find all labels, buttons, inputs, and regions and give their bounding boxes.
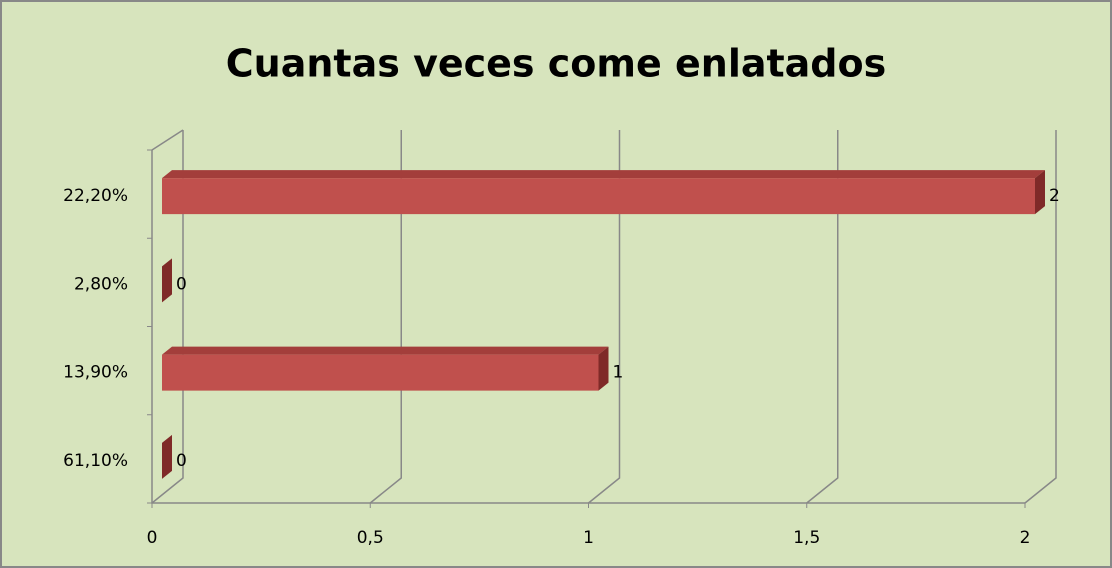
bar-face: [1035, 170, 1045, 215]
bar: [162, 258, 172, 303]
grid-line: [1024, 130, 1057, 504]
bar-face: [162, 434, 172, 479]
x-tick-label: 0,5: [357, 528, 384, 548]
axis-depth: [151, 129, 184, 151]
bar-face: [598, 346, 609, 391]
bar-face: [162, 170, 1045, 179]
bar-face: [162, 178, 1035, 215]
bar: [162, 346, 609, 391]
y-tick-label: 22,20%: [63, 186, 128, 206]
data-label: 0: [176, 451, 187, 471]
bar-face: [162, 354, 599, 391]
data-label: 1: [613, 363, 624, 383]
x-tick-label: 1,5: [793, 528, 820, 548]
bar: [162, 170, 1045, 215]
data-label: 2: [1049, 186, 1060, 206]
y-tick-label: 13,90%: [63, 363, 128, 383]
data-label: 0: [176, 274, 187, 294]
grid-line: [369, 130, 402, 504]
grid-line: [806, 130, 839, 504]
y-tick-label: 61,10%: [63, 451, 128, 471]
x-tick-label: 0: [147, 528, 158, 548]
y-tick-label: 2,80%: [74, 274, 128, 294]
bar: [162, 434, 172, 479]
x-tick-label: 2: [1020, 528, 1031, 548]
bar-face: [162, 346, 609, 355]
grid-line: [151, 130, 184, 504]
grid-line: [588, 130, 621, 504]
x-tick-label: 1: [583, 528, 594, 548]
chart-title: Cuantas veces come enlatados: [226, 42, 886, 86]
bar-face: [162, 258, 172, 303]
